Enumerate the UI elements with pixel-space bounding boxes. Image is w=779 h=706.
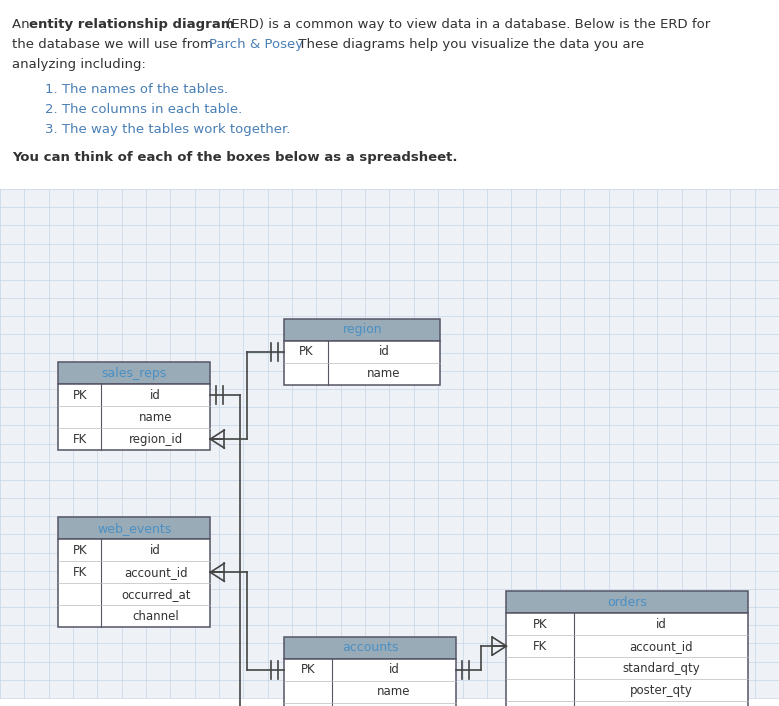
Bar (58, 362, 210, 384)
Text: standard_qty: standard_qty (622, 662, 700, 675)
Bar (284, 341, 440, 385)
Text: PK: PK (72, 544, 87, 557)
Text: poster_qty: poster_qty (629, 683, 693, 697)
Text: id: id (150, 544, 161, 557)
Text: region_id: region_id (129, 433, 183, 445)
Bar (58, 384, 210, 450)
Text: web_events: web_events (97, 522, 171, 535)
Text: id: id (379, 345, 390, 359)
Text: FK: FK (533, 640, 548, 652)
Bar (58, 517, 210, 539)
Text: sales_reps: sales_reps (102, 366, 167, 380)
Text: id: id (389, 664, 400, 676)
Text: . These diagrams help you visualize the data you are: . These diagrams help you visualize the … (290, 38, 644, 51)
Text: PK: PK (72, 388, 87, 402)
Text: accounts: accounts (342, 642, 398, 654)
Text: PK: PK (301, 664, 315, 676)
Text: name: name (367, 367, 401, 381)
Bar (0, 189, 779, 698)
Bar (284, 637, 456, 659)
Text: name: name (139, 411, 172, 424)
Text: region: region (343, 323, 382, 336)
Text: FK: FK (72, 566, 86, 579)
Text: 1. The names of the tables.: 1. The names of the tables. (45, 83, 228, 96)
Text: You can think of each of the boxes below as a spreadsheet.: You can think of each of the boxes below… (12, 151, 457, 164)
Bar (58, 539, 210, 628)
Bar (506, 613, 748, 706)
Text: 2. The columns in each table.: 2. The columns in each table. (45, 103, 242, 116)
Text: FK: FK (72, 433, 86, 445)
Text: orders: orders (607, 596, 647, 609)
Text: account_id: account_id (629, 640, 693, 652)
Bar (284, 659, 456, 706)
Text: analyzing including:: analyzing including: (12, 58, 146, 71)
Bar (284, 319, 440, 341)
Text: id: id (150, 388, 161, 402)
Text: id: id (655, 618, 666, 630)
Bar (506, 591, 748, 613)
Text: entity relationship diagram: entity relationship diagram (29, 18, 234, 31)
Text: An: An (12, 18, 33, 31)
Text: occurred_at: occurred_at (121, 588, 190, 601)
Text: 3. The way the tables work together.: 3. The way the tables work together. (45, 123, 291, 136)
Text: (ERD) is a common way to view data in a database. Below is the ERD for: (ERD) is a common way to view data in a … (222, 18, 710, 31)
Text: PK: PK (299, 345, 313, 359)
Text: channel: channel (132, 610, 179, 623)
Text: name: name (377, 686, 411, 698)
Text: account_id: account_id (124, 566, 188, 579)
Text: Parch & Posey: Parch & Posey (209, 38, 303, 51)
Text: the database we will use from: the database we will use from (12, 38, 217, 51)
Text: PK: PK (533, 618, 548, 630)
